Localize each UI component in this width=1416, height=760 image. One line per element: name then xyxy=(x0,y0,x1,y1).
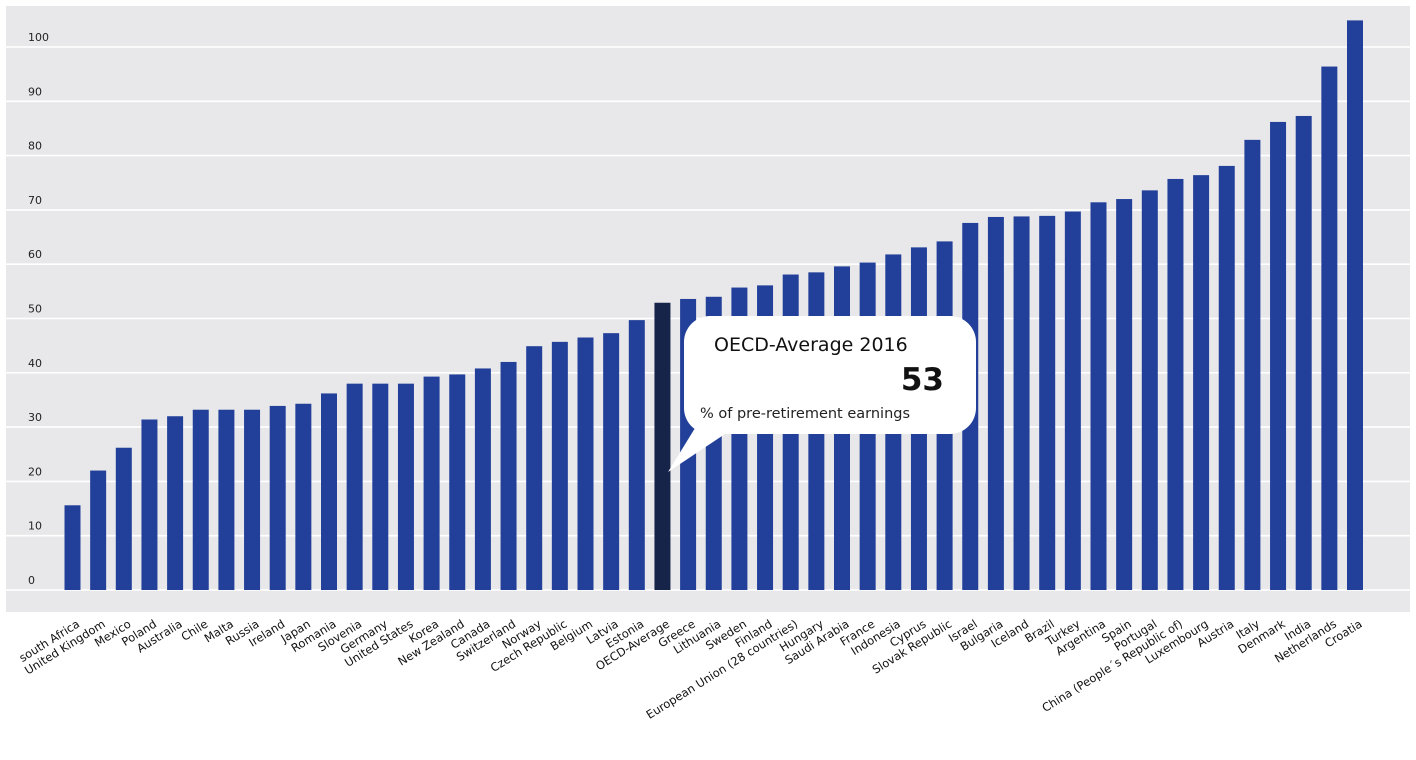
bar xyxy=(192,409,209,590)
callout-value: 53 xyxy=(900,362,944,398)
bar xyxy=(1244,139,1261,590)
oecd-average-callout: OECD-Average 2016 53 % of pre-retirement… xyxy=(684,316,976,434)
bar xyxy=(1013,216,1030,590)
bar xyxy=(1116,199,1133,591)
bar xyxy=(218,409,235,590)
bar xyxy=(654,302,671,590)
bar xyxy=(167,416,184,590)
bar xyxy=(397,383,414,590)
bar xyxy=(244,409,261,590)
y-tick-label: 20 xyxy=(28,465,42,478)
bar xyxy=(500,361,517,590)
y-tick-label: 40 xyxy=(28,357,42,370)
y-tick-label: 60 xyxy=(28,248,42,261)
callout-caption: % of pre-retirement earnings xyxy=(700,406,911,422)
bar xyxy=(1321,66,1338,591)
callout-title: OECD-Average 2016 xyxy=(714,334,908,356)
bar xyxy=(1295,115,1312,590)
bar xyxy=(449,374,466,590)
y-tick-label: 100 xyxy=(28,31,49,44)
y-tick-label: 70 xyxy=(28,194,42,207)
bar xyxy=(1090,202,1107,590)
bar xyxy=(1167,178,1184,590)
bar xyxy=(628,320,645,590)
bar xyxy=(474,368,491,590)
bar xyxy=(115,447,132,590)
bar xyxy=(423,376,440,590)
bar xyxy=(1347,20,1363,590)
bar xyxy=(1270,121,1287,591)
bar xyxy=(90,470,107,590)
bar xyxy=(1064,211,1081,591)
bar xyxy=(64,505,81,590)
bar xyxy=(372,383,389,590)
y-tick-label: 80 xyxy=(28,140,42,153)
bar xyxy=(1039,215,1056,591)
bar xyxy=(295,403,312,590)
bar xyxy=(526,346,543,590)
y-tick-label: 30 xyxy=(28,411,42,424)
bar xyxy=(577,337,594,590)
bar xyxy=(987,216,1004,591)
y-tick-label: 90 xyxy=(28,85,42,98)
bar xyxy=(1218,165,1235,591)
bar xyxy=(141,419,158,590)
bar xyxy=(269,405,286,590)
bar xyxy=(346,383,363,590)
y-axis-ticks: 0 10 20 30 40 50 60 70 80 90 100 xyxy=(28,31,49,587)
y-tick-label: 0 xyxy=(28,574,35,587)
y-tick-label: 10 xyxy=(28,520,42,533)
bar xyxy=(551,341,568,590)
bar xyxy=(1193,175,1210,590)
bar xyxy=(321,393,337,590)
bar xyxy=(603,333,620,590)
bar xyxy=(1141,190,1158,591)
y-tick-label: 50 xyxy=(28,303,42,316)
